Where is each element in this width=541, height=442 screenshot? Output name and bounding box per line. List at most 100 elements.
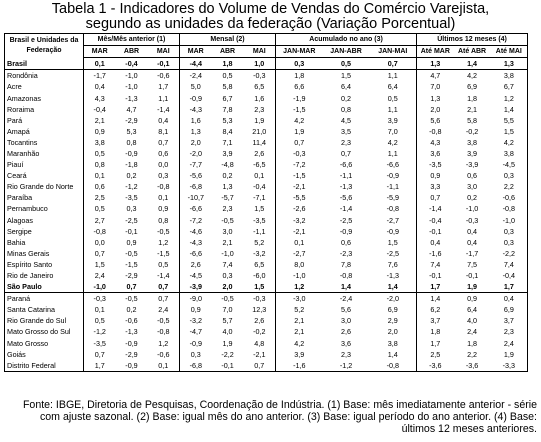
- cell: -0,8: [416, 125, 454, 137]
- cell: 0,6: [341, 237, 352, 247]
- row-label: São Paulo: [4, 281, 84, 294]
- cell: -0,3: [465, 215, 479, 225]
- cell: 4,5: [341, 115, 352, 125]
- cell: -2,9: [125, 349, 138, 359]
- cell: 0,3: [503, 237, 514, 247]
- row-header: Brasil e Unidades da Federação: [4, 32, 84, 58]
- cell: -0,4: [253, 182, 266, 192]
- cell: 0,6: [158, 148, 169, 158]
- cell: 7,0: [387, 126, 398, 136]
- cell: -0,8: [157, 182, 170, 192]
- cell: 2,3: [341, 137, 352, 147]
- cell: 0,6: [83, 181, 116, 193]
- cell: 3,9: [387, 115, 398, 125]
- cell: -2,3: [339, 248, 353, 258]
- cell: 2,0: [211, 281, 244, 294]
- cell: 7,1: [222, 137, 233, 147]
- cell: -6,8: [179, 181, 212, 193]
- cell: -1,6: [275, 359, 323, 372]
- cell: 1,9: [275, 125, 323, 137]
- cell: 3,6: [416, 147, 454, 160]
- cell: -1,5: [275, 103, 323, 115]
- row-label: Amazonas: [7, 93, 41, 103]
- cell: -0,8: [339, 271, 353, 281]
- cell: -2,5: [339, 215, 353, 225]
- cell: 4,2: [503, 137, 514, 147]
- table-row: Paraná -0,3 -0,5 0,7 -9,0 -0,5 -0,3 -3,0 -2,4 -2,…: [5, 292, 528, 305]
- cell: 0,5: [322, 57, 370, 71]
- cell: 11,4: [252, 137, 267, 147]
- cell: -0,9: [179, 337, 212, 349]
- cell: 12,3: [252, 305, 267, 315]
- cell: -2,9: [125, 115, 138, 125]
- cell: 0,2: [222, 171, 233, 181]
- cell: -0,1: [416, 269, 454, 282]
- cell: 1,2: [158, 237, 169, 247]
- column-header: Até ABR: [453, 45, 491, 59]
- cell: -3,5: [125, 193, 138, 203]
- cell: -5,6: [179, 170, 212, 182]
- cell: -2,1: [253, 349, 266, 359]
- cell: 0,7: [275, 136, 323, 148]
- cell: 6,4: [341, 82, 352, 92]
- cell: -0,3: [253, 71, 266, 81]
- cell: 0,4: [503, 294, 514, 304]
- cell: 1,5: [254, 204, 265, 214]
- cell: 3,8: [503, 71, 514, 81]
- cell: -4,5: [179, 269, 212, 282]
- row-label: Ceará: [7, 171, 27, 181]
- cell: 0,7: [369, 57, 417, 71]
- cell: 8,1: [158, 126, 169, 136]
- table-row: São Paulo -1,0 0,7 0,7 -3,9 2,0 1,5 1,2 1,4 1,4 1,…: [4, 281, 528, 294]
- cell: -0,2: [253, 327, 266, 337]
- row-label: Rondônia: [7, 71, 38, 81]
- cell: 6,9: [387, 305, 398, 315]
- table-row: Rio de Janeiro 2,4 -2,9 -1,4 -4,5 0,3 -6,0 -1,0…: [5, 269, 528, 282]
- cell: -0,6: [157, 349, 170, 359]
- cell: -1,0: [502, 215, 516, 225]
- cell: 0,5: [158, 259, 169, 269]
- cell: -4,6: [179, 225, 212, 237]
- cell: -2,7: [386, 215, 399, 225]
- row-label: Rio Grande do Norte: [7, 182, 74, 192]
- cell: 2,6: [179, 258, 212, 270]
- cell: 6,4: [387, 82, 398, 92]
- cell: -6,8: [179, 359, 212, 372]
- cell: 0,4: [158, 115, 169, 125]
- cell: 0,7: [115, 281, 148, 294]
- cell: 1,3: [179, 125, 212, 137]
- cell: -6,6: [386, 160, 399, 170]
- table-row: Paraíba 2,5 -3,5 0,1 -10,7 -5,7 -7,1 -5,5 -5,6 -5…: [5, 192, 528, 204]
- cell: 6,7: [222, 93, 233, 103]
- cell: -3,3: [490, 359, 528, 372]
- cell: 1,7: [83, 359, 116, 372]
- table-row: Pernambuco 0,5 0,3 0,9 -6,6 2,3 1,5 -2,6 -1,4 -0,…: [5, 203, 528, 215]
- cell: -1,2: [125, 182, 138, 192]
- cell: 0,7: [341, 148, 352, 158]
- cell: 0,4: [416, 236, 454, 248]
- cell: -1,5: [275, 170, 323, 182]
- cell: -0,9: [386, 171, 399, 181]
- cell: 3,8: [467, 137, 478, 147]
- cell: -4,5: [502, 160, 516, 170]
- cell: 2,3: [254, 104, 265, 114]
- cell: 2,7: [83, 214, 116, 226]
- cell: 0,8: [126, 137, 137, 147]
- cell: 5,0: [179, 81, 212, 93]
- cell: 0,2: [467, 193, 478, 203]
- cell: -2,5: [125, 215, 138, 225]
- cell: 0,3: [503, 171, 514, 181]
- cell: 0,3: [222, 271, 233, 281]
- cell: 0,9: [83, 125, 116, 137]
- cell: 1,8: [211, 57, 244, 71]
- cell: 0,5: [222, 71, 233, 81]
- cell: 7,0: [222, 305, 233, 315]
- cell: -1,7: [465, 248, 479, 258]
- cell: 3,8: [503, 148, 514, 158]
- cell: 0,7: [243, 359, 276, 372]
- cell: -3,2: [179, 315, 212, 327]
- cell: 2,1: [83, 114, 116, 126]
- cell: 0,1: [83, 57, 116, 71]
- cell: 2,3: [341, 349, 352, 359]
- table-row: Distrito Federal 1,7 -0,9 0,1 -6,8 -0,1 0,7 -1,…: [4, 359, 528, 372]
